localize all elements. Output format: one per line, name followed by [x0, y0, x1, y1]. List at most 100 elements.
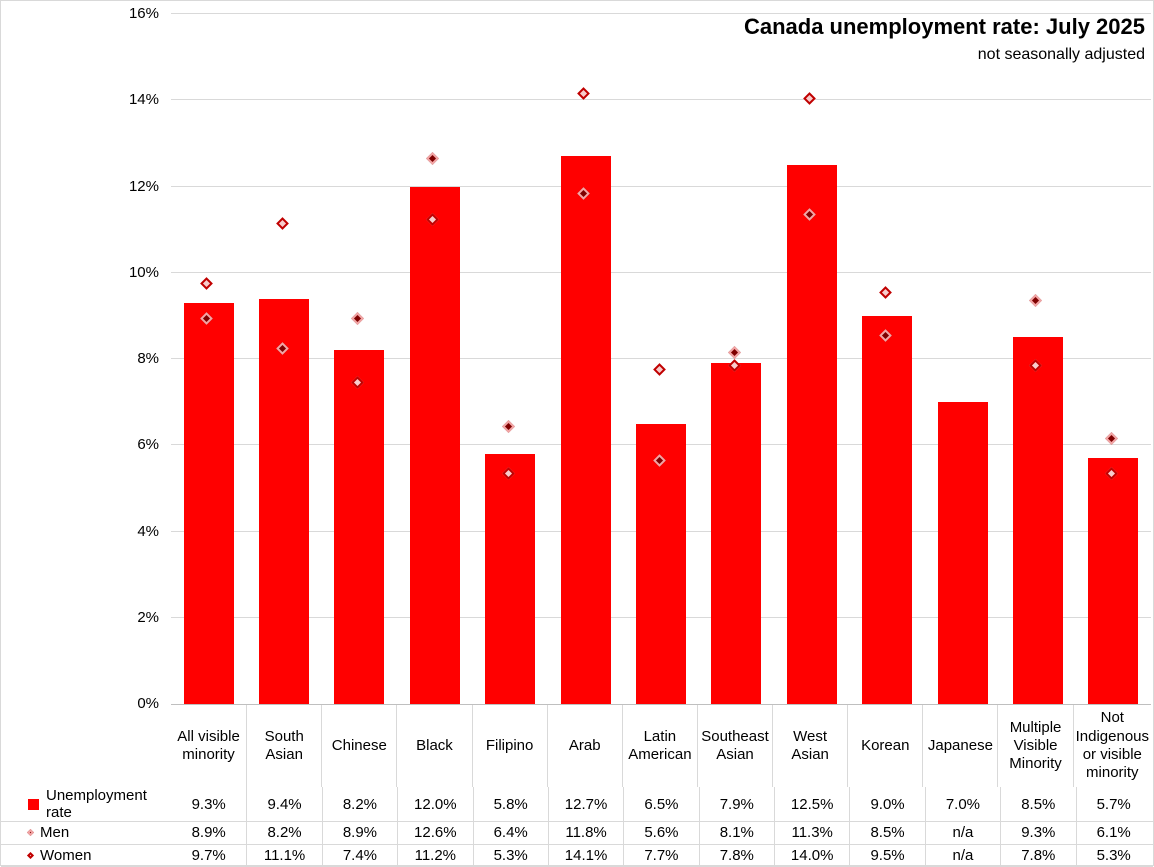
- value-unemployment-rate-all-visible-minority: 9.3%: [171, 787, 246, 821]
- men-diamond-icon: [27, 829, 34, 836]
- value-unemployment-rate-not-indigenous-or-visible-minority: 5.7%: [1076, 787, 1151, 821]
- x-label-multiple-visible-minority: Multiple Visible Minority: [997, 705, 1072, 787]
- value-men-latin-american: 5.6%: [623, 822, 698, 844]
- y-tick-label-2pct: 2%: [1, 609, 159, 627]
- women-diamond-icon: [27, 852, 34, 859]
- y-tick-label-16pct: 16%: [1, 5, 159, 23]
- x-label-not-indigenous-or-visible-minority: Not Indigenous or visible minority: [1073, 705, 1151, 787]
- x-label-south-asian: South Asian: [246, 705, 321, 787]
- marker-men-multiple-visible-minority: [1030, 295, 1043, 308]
- value-men-japanese: n/a: [925, 822, 1000, 844]
- marker-men-filipino: [502, 420, 515, 433]
- bar-multiple-visible-minority: [1013, 337, 1063, 704]
- value-women-filipino: 5.3%: [473, 845, 548, 867]
- gridline-14pct: [171, 99, 1151, 100]
- value-women-korean: 9.5%: [849, 845, 924, 867]
- value-unemployment-rate-west-asian: 12.5%: [774, 787, 849, 821]
- y-tick-label-12pct: 12%: [1, 178, 159, 196]
- value-men-west-asian: 11.3%: [774, 822, 849, 844]
- legend-item-women: Women: [1, 845, 171, 867]
- value-women-black: 11.2%: [397, 845, 472, 867]
- y-tick-label-8pct: 8%: [1, 350, 159, 368]
- value-men-all-visible-minority: 8.9%: [171, 822, 246, 844]
- gridline-8pct: [171, 358, 1151, 359]
- value-unemployment-rate-japanese: 7.0%: [925, 787, 1000, 821]
- marker-women-korean: [879, 286, 892, 299]
- value-women-southeast-asian: 7.8%: [699, 845, 774, 867]
- value-men-southeast-asian: 8.1%: [699, 822, 774, 844]
- legend-item-unemployment-rate: Unemployment rate: [1, 787, 171, 821]
- gridline-16pct: [171, 13, 1151, 14]
- marker-women-latin-american: [653, 364, 666, 377]
- marker-women-all-visible-minority: [200, 277, 213, 290]
- bar-south-asian: [259, 299, 309, 704]
- bar-not-indigenous-or-visible-minority: [1088, 458, 1138, 704]
- value-unemployment-rate-south-asian: 9.4%: [246, 787, 321, 821]
- value-women-not-indigenous-or-visible-minority: 5.3%: [1076, 845, 1151, 867]
- value-unemployment-rate-arab: 12.7%: [548, 787, 623, 821]
- x-label-arab: Arab: [547, 705, 622, 787]
- marker-women-west-asian: [803, 92, 816, 105]
- y-tick-label-0pct: 0%: [1, 695, 159, 713]
- x-label-all-visible-minority: All visible minority: [171, 705, 246, 787]
- value-men-south-asian: 8.2%: [246, 822, 321, 844]
- x-label-latin-american: Latin American: [622, 705, 697, 787]
- bar-arab: [561, 156, 611, 704]
- value-men-multiple-visible-minority: 9.3%: [1000, 822, 1075, 844]
- x-label-korean: Korean: [847, 705, 922, 787]
- y-tick-label-6pct: 6%: [1, 436, 159, 454]
- value-unemployment-rate-chinese: 8.2%: [322, 787, 397, 821]
- legend-label-women: Women: [40, 847, 91, 864]
- marker-men-black: [426, 152, 439, 165]
- x-label-japanese: Japanese: [922, 705, 997, 787]
- plot-area: [171, 14, 1151, 704]
- value-women-south-asian: 11.1%: [246, 845, 321, 867]
- legend-label-unemployment-rate: Unemployment rate: [46, 787, 171, 821]
- value-women-chinese: 7.4%: [322, 845, 397, 867]
- value-men-not-indigenous-or-visible-minority: 6.1%: [1076, 822, 1151, 844]
- value-men-filipino: 6.4%: [473, 822, 548, 844]
- marker-men-chinese: [351, 312, 364, 325]
- x-label-filipino: Filipino: [472, 705, 547, 787]
- bar-filipino: [485, 454, 535, 704]
- value-women-all-visible-minority: 9.7%: [171, 845, 246, 867]
- bar-latin-american: [636, 424, 686, 704]
- y-tick-label-14pct: 14%: [1, 91, 159, 109]
- x-label-west-asian: West Asian: [772, 705, 847, 787]
- gridline-12pct: [171, 186, 1151, 187]
- value-women-latin-american: 7.7%: [623, 845, 698, 867]
- value-unemployment-rate-korean: 9.0%: [849, 787, 924, 821]
- legend-item-men: Men: [1, 822, 171, 844]
- value-unemployment-rate-southeast-asian: 7.9%: [699, 787, 774, 821]
- value-men-arab: 11.8%: [548, 822, 623, 844]
- bar-korean: [862, 316, 912, 704]
- bar-west-asian: [787, 165, 837, 704]
- value-women-west-asian: 14.0%: [774, 845, 849, 867]
- bar-all-visible-minority: [184, 303, 234, 704]
- value-men-chinese: 8.9%: [322, 822, 397, 844]
- gridline-10pct: [171, 272, 1151, 273]
- value-women-arab: 14.1%: [548, 845, 623, 867]
- value-men-korean: 8.5%: [849, 822, 924, 844]
- bar-black: [410, 187, 460, 705]
- bar-southeast-asian: [711, 363, 761, 704]
- value-unemployment-rate-filipino: 5.8%: [473, 787, 548, 821]
- value-women-multiple-visible-minority: 7.8%: [1000, 845, 1075, 867]
- x-label-southeast-asian: Southeast Asian: [697, 705, 772, 787]
- value-unemployment-rate-latin-american: 6.5%: [623, 787, 698, 821]
- x-label-chinese: Chinese: [321, 705, 396, 787]
- value-women-japanese: n/a: [925, 845, 1000, 867]
- marker-women-south-asian: [276, 217, 289, 230]
- x-label-black: Black: [396, 705, 471, 787]
- value-unemployment-rate-multiple-visible-minority: 8.5%: [1000, 787, 1075, 821]
- unemployment-rate-square-icon: [28, 799, 39, 810]
- y-tick-label-10pct: 10%: [1, 264, 159, 282]
- y-tick-label-4pct: 4%: [1, 523, 159, 541]
- legend-label-men: Men: [40, 824, 69, 841]
